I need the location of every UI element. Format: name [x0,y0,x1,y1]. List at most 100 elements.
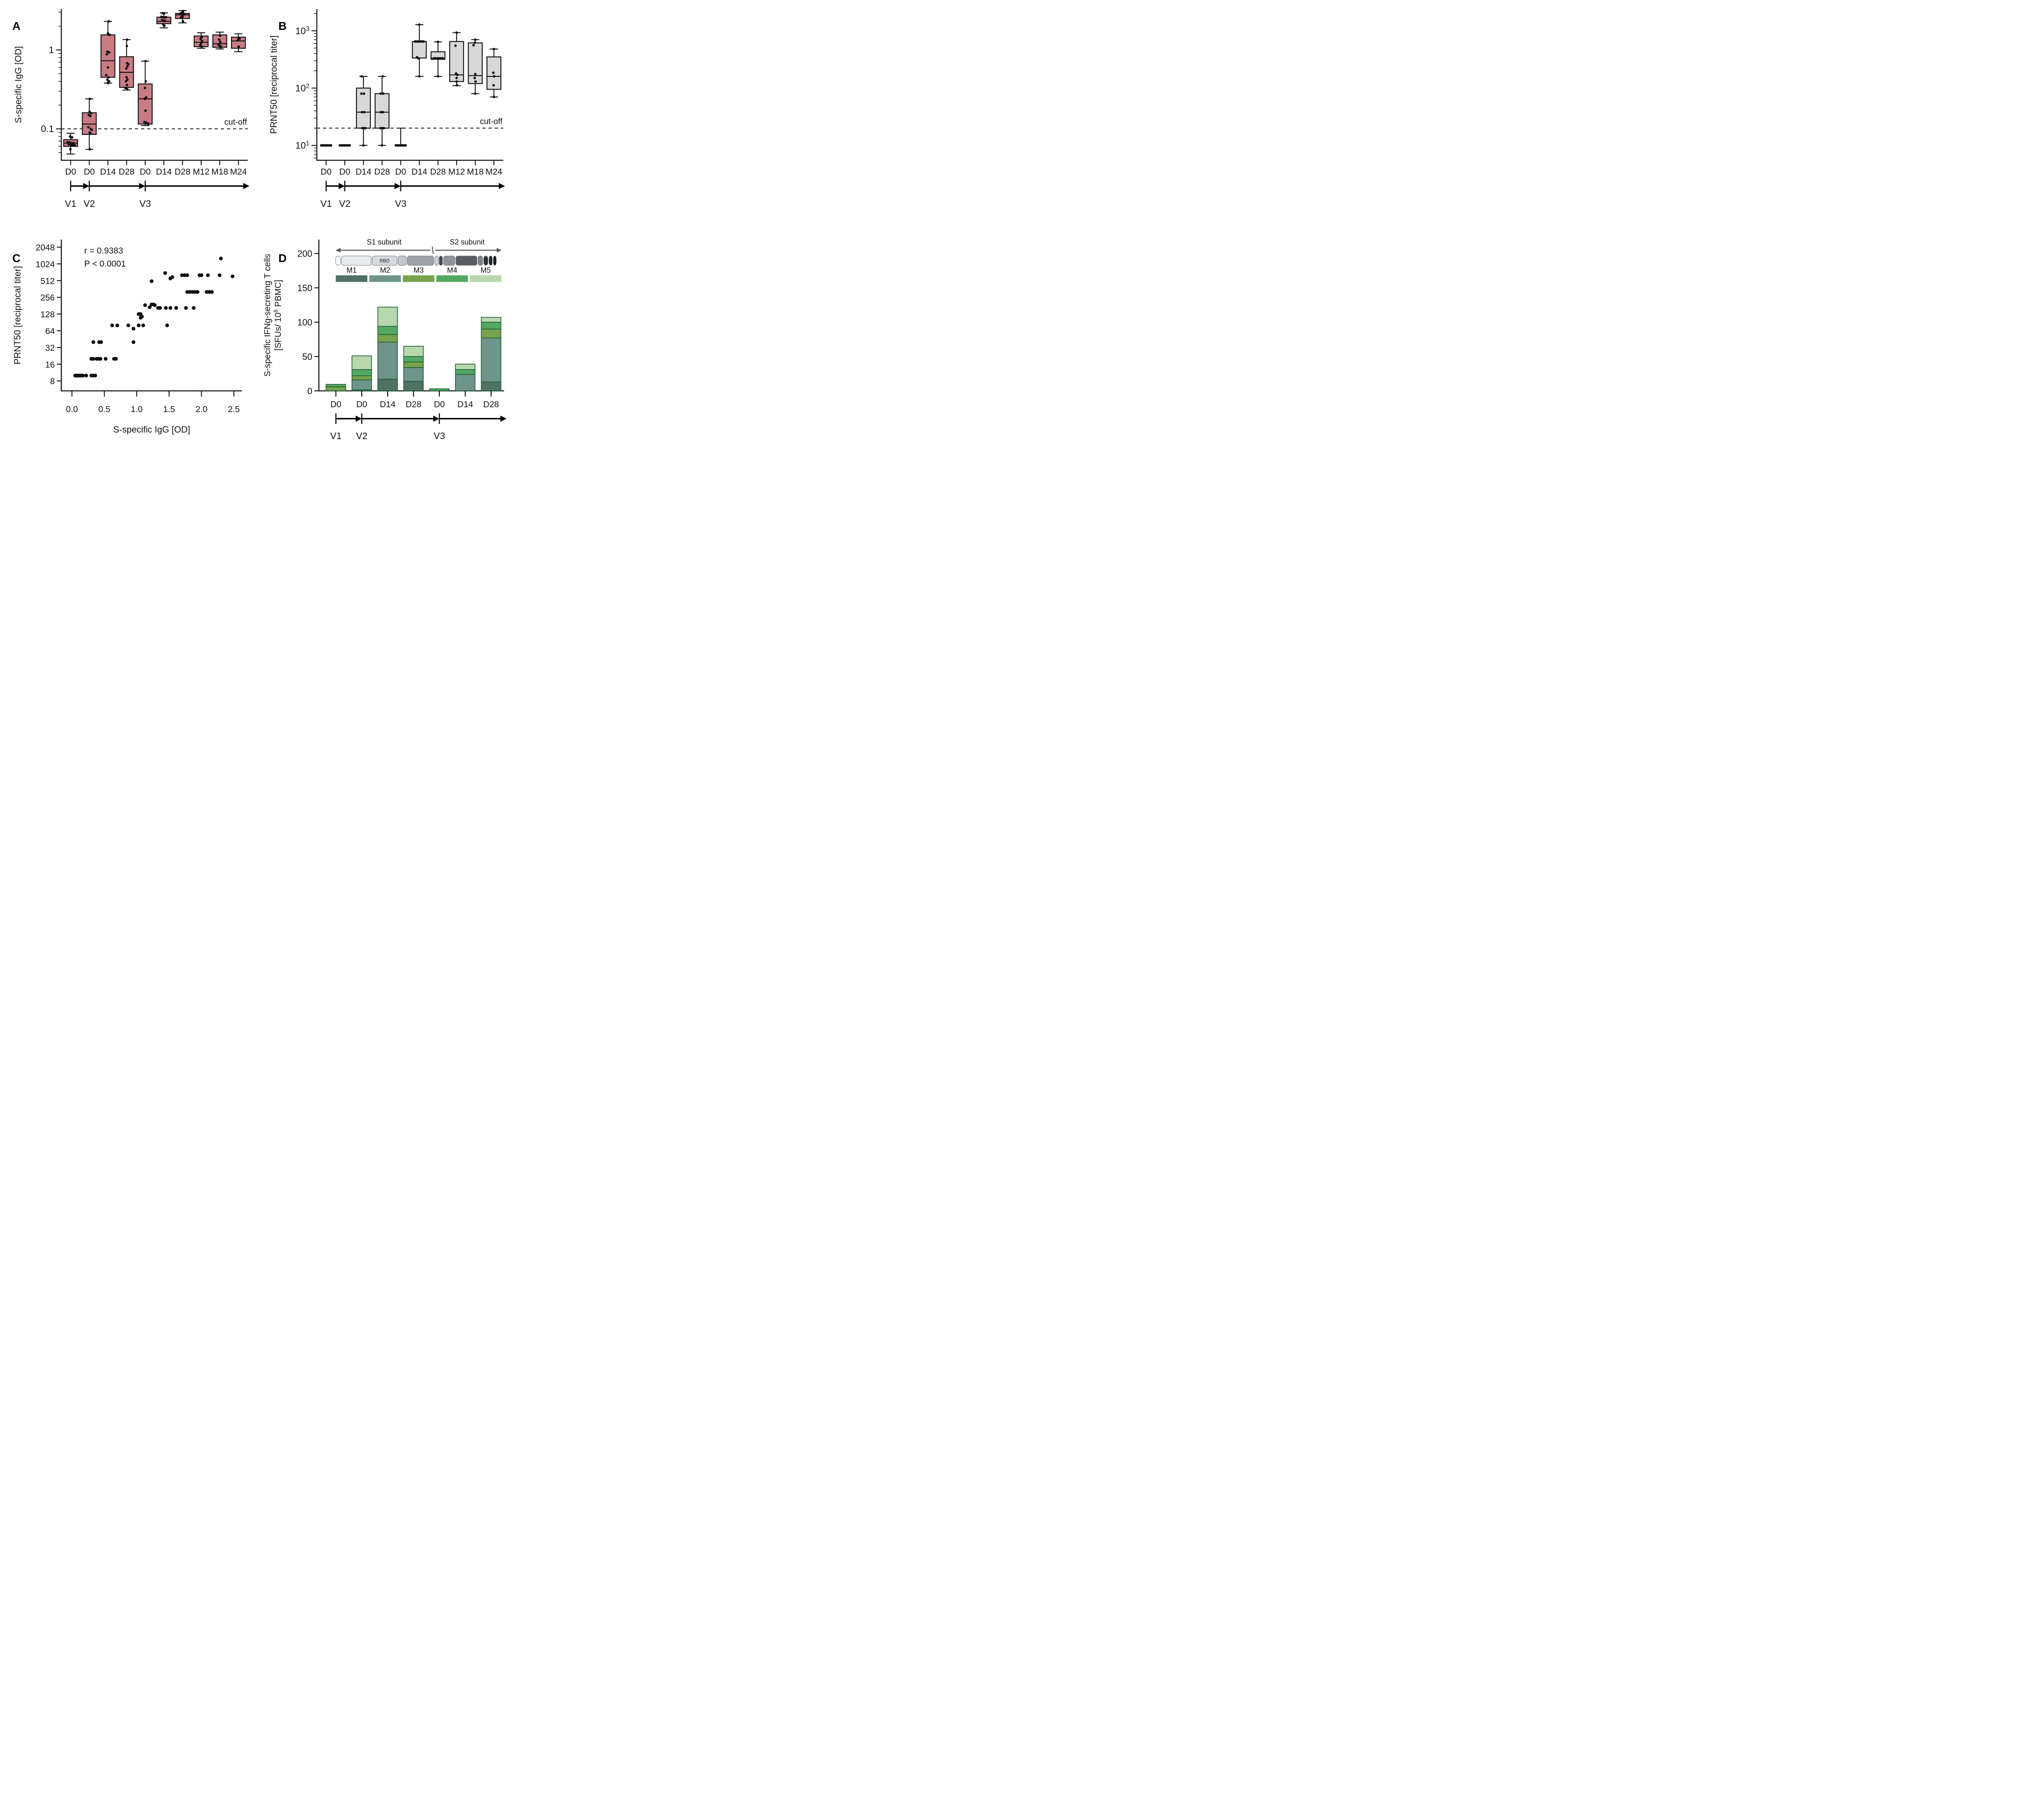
category-label: D0 [395,167,406,177]
timeline-arrowhead [83,183,90,189]
scatter-point [131,340,136,344]
category-label: M18 [211,167,228,177]
bar-segment-m4 [429,388,450,391]
bar-segment-m4 [325,384,346,387]
data-point [417,57,420,60]
spike-domain [489,256,493,266]
y-tick-label: 0.1 [41,123,54,134]
timeline-label-v2: V2 [356,431,368,441]
scatter-point [180,273,184,277]
box [374,93,390,129]
data-point [361,111,363,114]
data-point [107,76,110,79]
data-point [126,45,128,47]
x-tick-label: 0.5 [99,405,110,414]
timeline-label-v3: V3 [395,198,406,209]
bar-segment-m3 [352,375,372,380]
y-tick-label: 102 [296,83,310,93]
data-point [360,92,363,95]
data-point [199,42,203,45]
data-point [105,74,108,76]
y-tick-label: 101 [296,140,310,151]
category-label: D14 [412,167,428,177]
bar-segment-m2 [403,367,424,382]
box [412,41,427,59]
y-tick-label: 16 [45,360,55,370]
scatter-point [206,273,210,277]
y-tick-label: 256 [40,293,55,303]
spike-domain [398,256,407,266]
scatter-point [137,323,141,327]
x-tick-label: 2.5 [228,405,240,414]
category-label: D0 [339,167,350,177]
bar-segment-m4 [455,369,475,375]
data-point [455,84,458,87]
data-point [125,67,128,70]
data-point [455,31,458,34]
spike-domain [477,256,483,266]
data-point [143,86,146,90]
data-point [362,144,365,147]
scatter-point [219,256,223,260]
panel-c-chart: 8 16 32 64 128 256 512 1024 2048 0.0 0.5 1.0 1.5 2.0 2… [12,240,242,435]
spike-domain [341,256,372,266]
data-point [382,92,385,95]
panel-b: B 101 102 103 cut-off D0 D0 D14 D28 D0 D14 D28 M12 M… [256,0,511,227]
data-point [90,112,92,114]
correlation-p-label: P < 0.0001 [84,259,126,269]
category-label: D14 [380,400,396,409]
data-point [147,123,150,126]
spike-domain [434,256,439,266]
y-axis-title: PRNT50 [reciprocal titer] [12,266,22,365]
y-tick-label: 1024 [36,260,55,269]
rbd-label: RBD [380,259,390,264]
panel-c-label: C [12,252,21,265]
category-label: D0 [320,167,332,177]
scatter-point [185,290,189,294]
data-point [454,44,457,47]
scatter-point [168,306,173,310]
timeline-label-v1: V1 [330,431,342,441]
timeline-label-v1: V1 [65,198,76,209]
data-point [382,127,385,130]
pool-label-m3: M3 [413,266,424,274]
scatter-point [185,273,189,277]
scatter-point [195,290,199,294]
scatter-point [99,357,103,361]
data-point [106,82,110,85]
data-point [404,144,407,147]
y-tick-label: 8 [50,377,55,386]
data-point [182,20,184,23]
data-point [363,92,365,95]
data-point [108,20,110,23]
timeline-arrowhead [243,183,249,189]
data-point [69,148,72,151]
data-point [219,40,222,43]
scatter-point [163,271,167,275]
timeline-label-v2: V2 [339,198,350,209]
panel-c: C 8 16 32 64 128 256 512 1024 2048 0.0 0.5 1.0 1.5 2.… [0,227,256,455]
data-point [127,63,130,66]
data-point [455,76,458,79]
data-point [474,92,477,95]
bar-segment-m3 [481,328,502,339]
data-point [108,51,110,54]
data-point [69,143,72,146]
y-tick-label: 100 [297,317,312,327]
category-label: M12 [448,167,465,177]
data-point [493,47,495,51]
data-point [218,38,221,41]
data-point [381,144,383,147]
data-point [474,38,477,41]
category-label: D0 [140,167,151,177]
pool-swatch-m1 [335,275,368,283]
category-label: D28 [374,167,390,177]
data-point [364,127,367,130]
category-label: M18 [467,167,484,177]
scatter-point [165,323,169,327]
scatter-point [192,306,196,310]
data-point [492,71,495,74]
bar-segment-m2 [481,337,502,383]
panel-a-label: A [12,20,21,32]
